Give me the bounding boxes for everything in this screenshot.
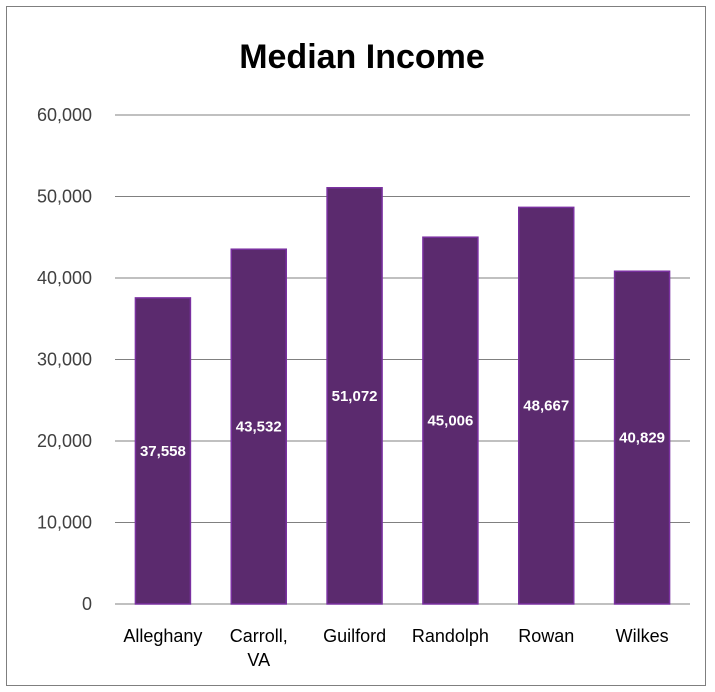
data-label: 45,006: [427, 413, 473, 430]
bar: [518, 206, 575, 605]
bar: [422, 236, 479, 605]
data-label: 43,532: [236, 419, 282, 436]
y-tick-label: 20,000: [37, 431, 92, 451]
data-label: 37,558: [140, 443, 186, 460]
bar: [326, 187, 383, 605]
data-label: 51,072: [332, 388, 378, 405]
y-tick-label: 60,000: [37, 105, 92, 125]
y-axis-tick-labels: 0 10,000 20,000 30,000 40,000 50,000 60,000: [37, 105, 92, 614]
bar: [613, 270, 671, 605]
y-tick-label: 50,000: [37, 187, 92, 207]
y-tick-label: 30,000: [37, 350, 92, 370]
x-axis-category-labels: Alleghany Carroll, VA Guilford Randolph Rowan…: [123, 626, 668, 670]
x-category-label: Carroll, VA: [230, 626, 288, 670]
x-category-label: Alleghany: [123, 626, 202, 646]
bar: [134, 297, 192, 605]
y-tick-label: 0: [82, 594, 92, 614]
data-label: 40,829: [619, 430, 665, 447]
y-tick-label: 10,000: [37, 513, 92, 533]
x-category-label: Guilford: [323, 626, 386, 646]
bars: [134, 187, 671, 605]
y-tick-label: 40,000: [37, 268, 92, 288]
x-category-label: Rowan: [518, 626, 574, 646]
bar: [230, 248, 287, 605]
gridlines: [115, 114, 690, 605]
chart-title: Median Income: [239, 38, 485, 76]
data-labels: 37,558 43,532 51,072 45,006 48,667 40,829: [140, 388, 665, 460]
data-label: 48,667: [523, 398, 569, 415]
x-category-label: Wilkes: [616, 626, 669, 646]
x-category-label: Randolph: [412, 626, 489, 646]
